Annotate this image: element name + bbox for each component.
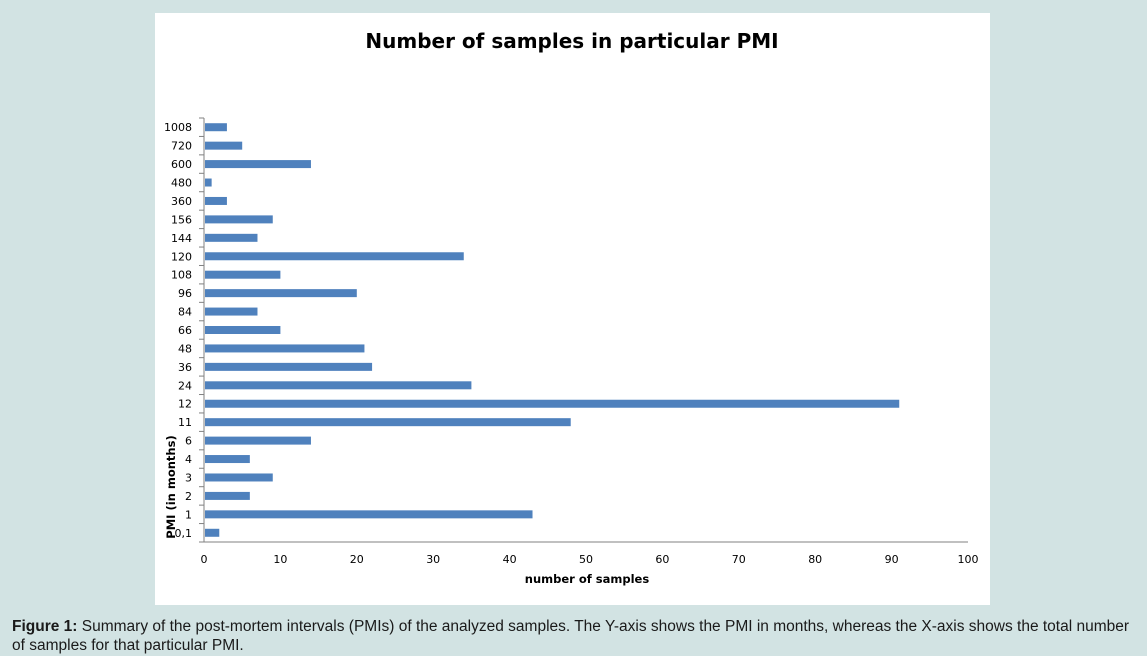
x-tick-label: 80 [808,553,822,566]
y-tick-label: 480 [171,177,192,190]
y-axis-label: PMI (in months) [164,435,178,538]
y-tick-label: 600 [171,158,192,171]
bar-3 [205,473,273,482]
bar-96 [205,289,357,298]
bar-156 [205,215,273,224]
y-tick-label: 36 [178,361,192,374]
bar-480 [205,178,212,187]
axes [199,117,968,543]
x-tick-label: 50 [579,553,593,566]
bar-66 [205,326,281,334]
x-tick-label: 0 [201,553,208,566]
bar-11 [205,418,571,427]
x-tick-label: 100 [958,553,979,566]
bars [205,123,900,537]
x-tick-labels: 0 10 20 30 40 50 60 70 80 90 100 [201,553,979,566]
y-tick-label: 48 [178,342,192,355]
y-tick-label: 1008 [164,121,192,134]
x-tick-label: 90 [885,553,899,566]
y-tick-label: 11 [178,416,192,429]
y-tick-label: 3 [185,471,192,484]
bar-12 [205,399,900,408]
y-tick-labels: 0,11234611122436486684961081201441563604… [164,121,192,540]
y-tick-label: 1 [185,508,192,521]
bar-600 [205,160,311,169]
y-tick-label: 2 [185,490,192,503]
y-tick-label: 84 [178,306,192,319]
y-tick-label: 120 [171,250,192,263]
bar-108 [205,270,281,279]
bar-1 [205,510,533,519]
caption-label: Figure 1: [12,618,78,635]
y-tick-label: 12 [178,398,192,411]
x-tick-label: 60 [655,553,669,566]
y-tick-label: 144 [171,232,192,245]
x-tick-label: 20 [350,553,364,566]
x-axis-label: number of samples [525,572,650,586]
y-tick-label: 66 [178,324,192,337]
bar-36 [205,362,373,371]
bar-120 [205,252,464,261]
y-tick-label: 24 [178,379,192,392]
bar-360 [205,196,227,205]
bar-0-1 [205,528,220,537]
y-tick-label: 0,1 [175,527,193,540]
y-tick-label: 96 [178,287,192,300]
y-tick-label: 156 [171,213,192,226]
chart-panel: Number of samples in particular PMI 0,1 1… [155,13,990,605]
x-tick-label: 40 [503,553,517,566]
bar-chart: Number of samples in particular PMI 0,1 1… [164,29,979,586]
bar-2 [205,491,250,500]
x-tick-label: 30 [426,553,440,566]
figure-caption: Figure 1: Summary of the post-mortem int… [12,617,1140,655]
x-tick-label: 10 [273,553,287,566]
y-tick-label: 360 [171,195,192,208]
bar-4 [205,455,250,464]
bar-24 [205,381,472,390]
x-tick-label: 70 [732,553,746,566]
y-tick-label: 720 [171,140,192,153]
bar-84 [205,307,258,316]
bar-1008 [205,123,227,132]
bar-48 [205,344,365,353]
y-tick-label: 6 [185,435,192,448]
bar-6 [205,436,311,445]
chart-title: Number of samples in particular PMI [365,29,778,53]
bar-144 [205,233,258,242]
bar-720 [205,141,243,150]
y-tick-label: 108 [171,269,192,282]
caption-text: Summary of the post-mortem intervals (PM… [12,618,1130,654]
y-tick-label: 4 [185,453,192,466]
